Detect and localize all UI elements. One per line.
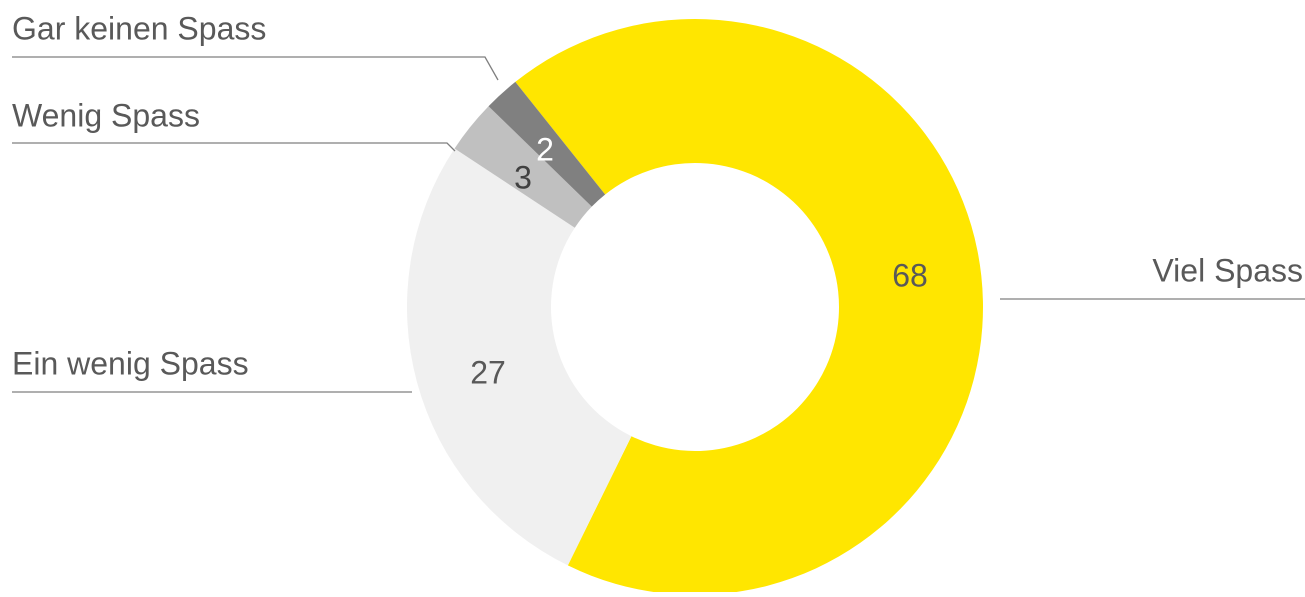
donut-slice	[454, 106, 592, 228]
value-label: 2	[536, 131, 554, 167]
category-label: Ein wenig Spass	[12, 345, 249, 381]
category-label: Gar keinen Spass	[12, 10, 266, 46]
value-label: 3	[514, 159, 532, 195]
leader-line	[12, 142, 456, 152]
leader-line	[12, 56, 499, 81]
donut-slice	[407, 148, 632, 566]
category-label: Wenig Spass	[12, 97, 200, 133]
value-label: 68	[892, 257, 928, 293]
donut-slice	[488, 81, 606, 207]
category-label: Viel Spass	[1152, 252, 1303, 288]
value-label: 27	[470, 354, 506, 390]
donut-slice	[515, 18, 983, 595]
